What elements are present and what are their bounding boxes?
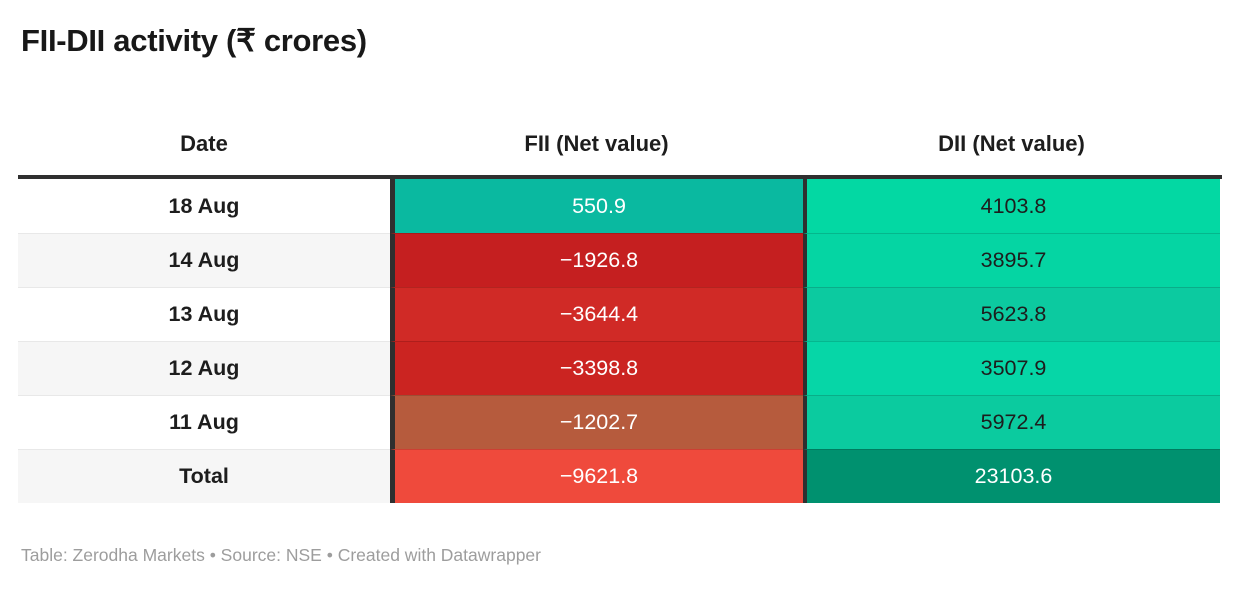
table-row: 12 Aug −3398.8 3507.9 xyxy=(18,341,1222,396)
dii-value-cell: 3507.9 xyxy=(803,341,1220,396)
date-cell: 14 Aug xyxy=(18,233,390,288)
total-label-cell: Total xyxy=(18,449,390,504)
fii-value-cell: −1926.8 xyxy=(390,233,803,288)
fii-value-cell: 550.9 xyxy=(390,179,803,234)
table-row: 14 Aug −1926.8 3895.7 xyxy=(18,233,1222,288)
fii-total-cell: −9621.8 xyxy=(390,449,803,504)
date-cell: 11 Aug xyxy=(18,395,390,450)
fii-dii-table: Date FII (Net value) DII (Net value) 18 … xyxy=(18,113,1222,504)
table-row: 18 Aug 550.9 4103.8 xyxy=(18,179,1222,234)
table-row: 13 Aug −3644.4 5623.8 xyxy=(18,287,1222,342)
date-cell: 13 Aug xyxy=(18,287,390,342)
table-header-row: Date FII (Net value) DII (Net value) xyxy=(18,113,1222,175)
date-cell: 12 Aug xyxy=(18,341,390,396)
chart-title: FII-DII activity (₹ crores) xyxy=(21,23,367,58)
table-row: 11 Aug −1202.7 5972.4 xyxy=(18,395,1222,450)
dii-value-cell: 5972.4 xyxy=(803,395,1220,450)
date-cell: 18 Aug xyxy=(18,179,390,234)
fii-value-cell: −1202.7 xyxy=(390,395,803,450)
dii-value-cell: 5623.8 xyxy=(803,287,1220,342)
table-row-total: Total −9621.8 23103.6 xyxy=(18,449,1222,504)
dii-value-cell: 3895.7 xyxy=(803,233,1220,288)
fii-value-cell: −3398.8 xyxy=(390,341,803,396)
column-header-fii: FII (Net value) xyxy=(524,131,669,157)
column-header-dii: DII (Net value) xyxy=(938,131,1085,157)
dii-value-cell: 4103.8 xyxy=(803,179,1220,234)
fii-value-cell: −3644.4 xyxy=(390,287,803,342)
dii-total-cell: 23103.6 xyxy=(803,449,1220,504)
attribution-footer: Table: Zerodha Markets • Source: NSE • C… xyxy=(21,545,541,566)
table-body: 18 Aug 550.9 4103.8 14 Aug −1926.8 3895.… xyxy=(18,175,1222,504)
column-header-date: Date xyxy=(180,131,228,157)
